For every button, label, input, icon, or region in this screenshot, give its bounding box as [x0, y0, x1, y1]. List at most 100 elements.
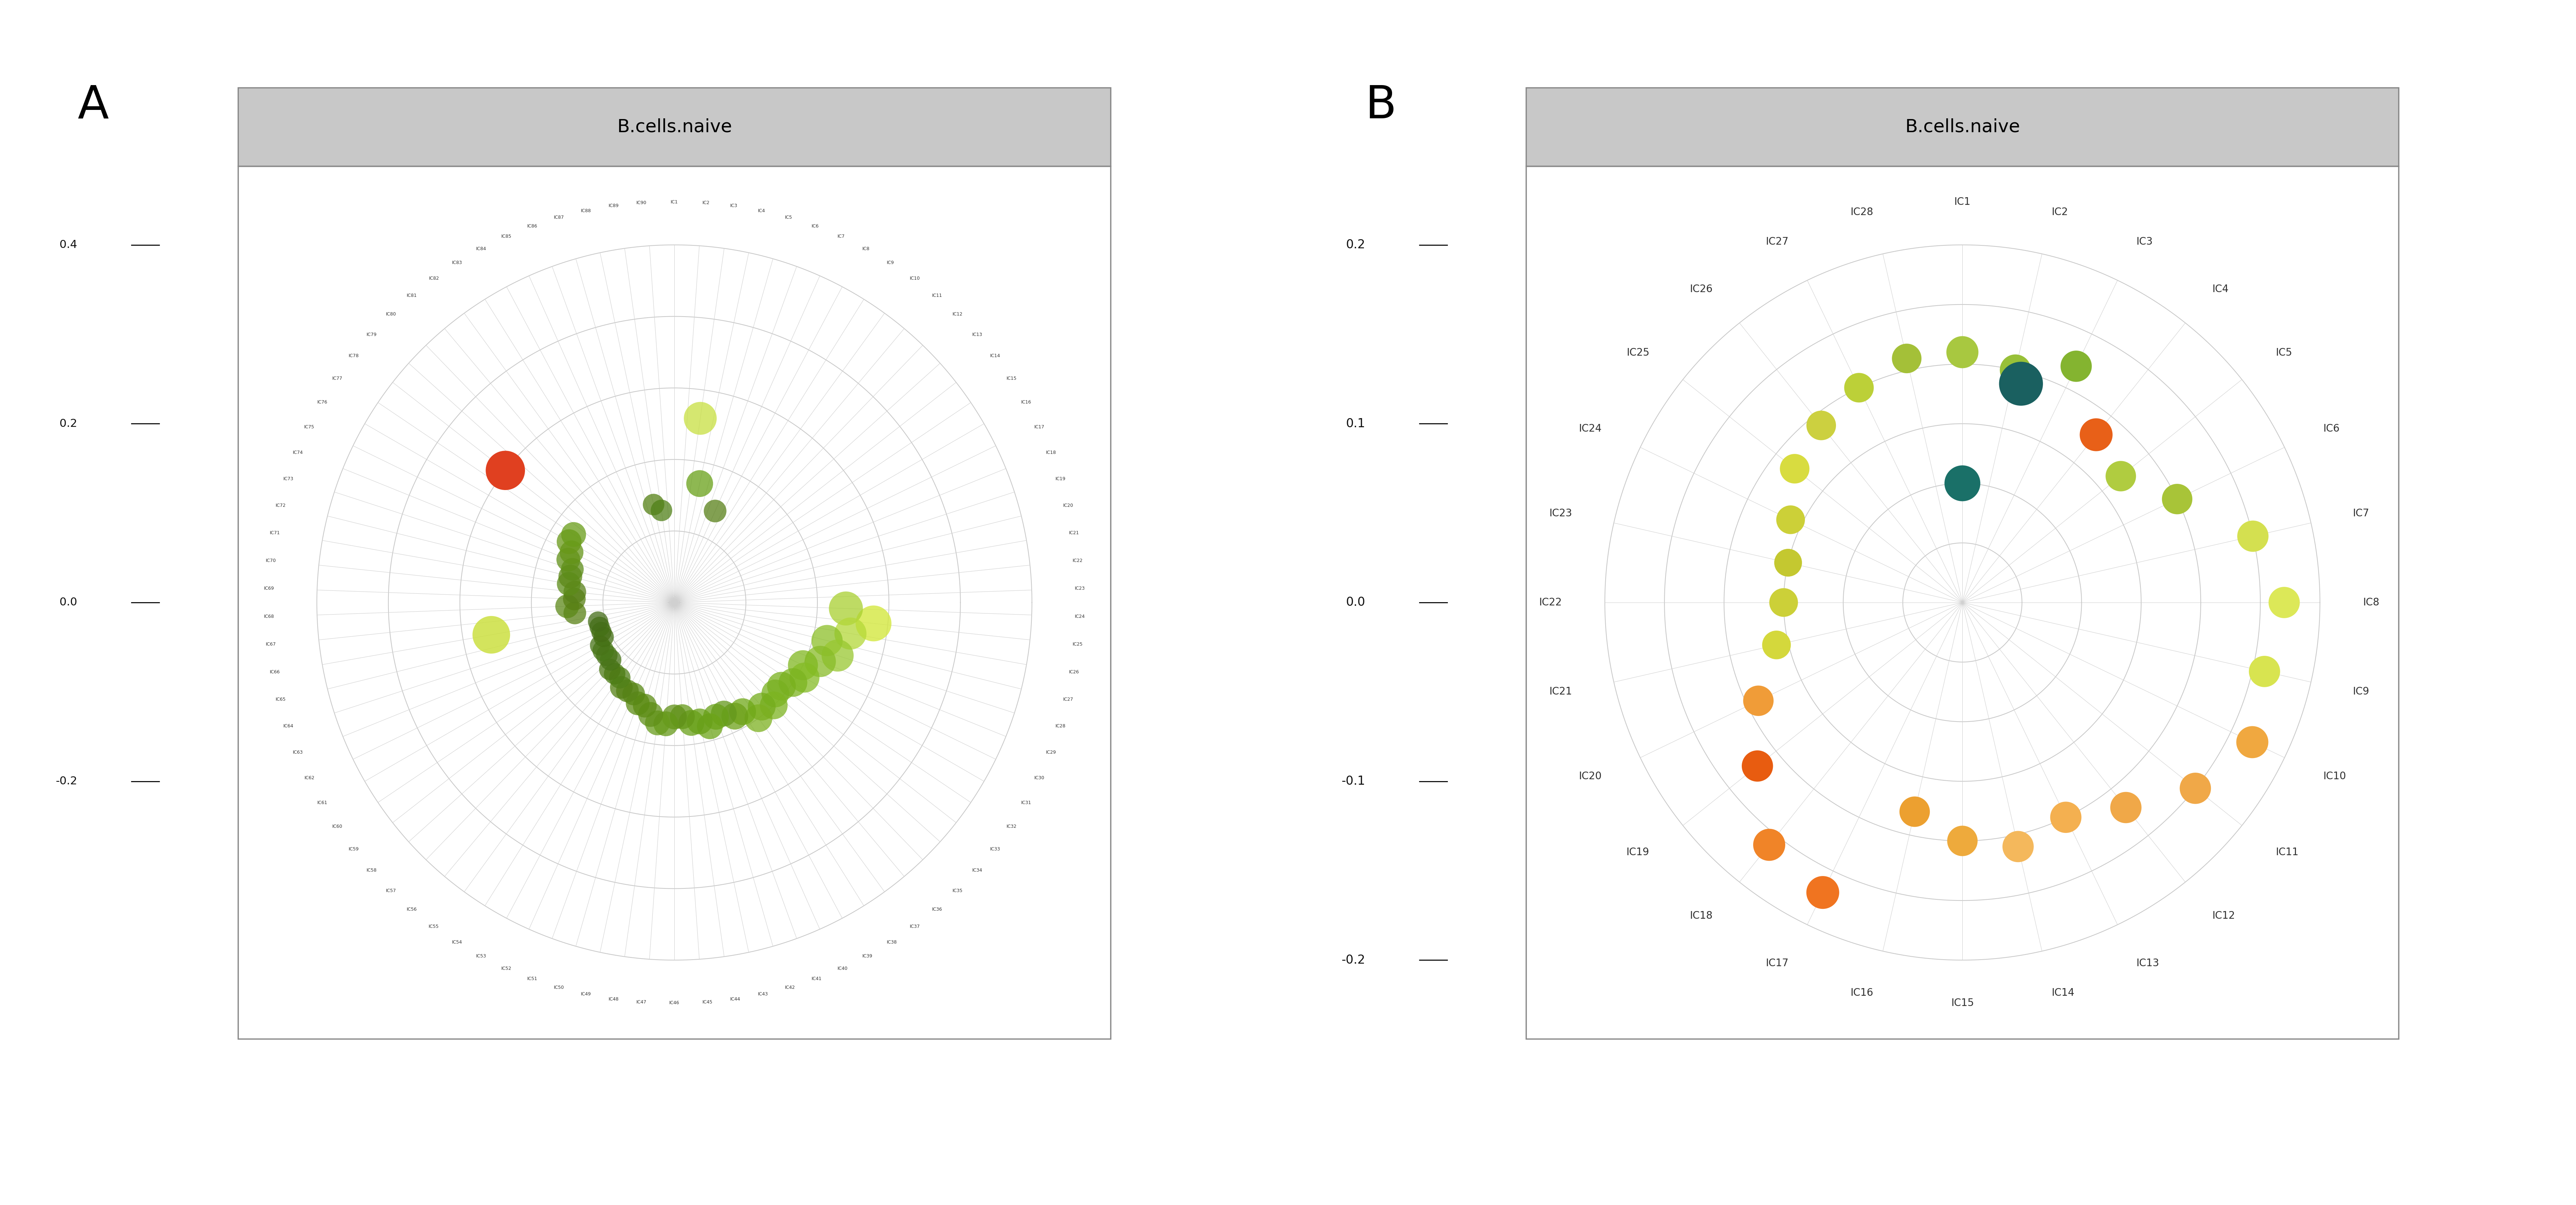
Point — [600, 668, 641, 687]
Text: IC26: IC26 — [1069, 670, 1079, 675]
Text: IC42: IC42 — [786, 986, 796, 989]
Text: IC6: IC6 — [811, 224, 819, 229]
Point — [2174, 778, 2215, 798]
Text: IC35: IC35 — [953, 888, 963, 893]
Text: IC22: IC22 — [1072, 558, 1082, 563]
Text: IC36: IC36 — [933, 907, 943, 912]
Point — [703, 704, 744, 723]
Text: IC25: IC25 — [1072, 642, 1082, 647]
Point — [1839, 378, 1880, 398]
Point — [2045, 807, 2087, 827]
Text: IC17: IC17 — [1765, 958, 1788, 969]
Point — [554, 582, 595, 601]
Text: IC12: IC12 — [953, 312, 963, 317]
Point — [551, 542, 592, 562]
Text: IC28: IC28 — [1850, 207, 1873, 217]
Text: IC10: IC10 — [909, 276, 920, 281]
Text: IC25: IC25 — [1625, 348, 1649, 358]
Text: IC63: IC63 — [294, 751, 304, 754]
Point — [1749, 835, 1790, 854]
Text: IC68: IC68 — [263, 615, 273, 619]
Point — [696, 501, 737, 521]
Text: IC89: IC89 — [608, 204, 618, 208]
Text: IC52: IC52 — [502, 966, 513, 971]
Point — [647, 715, 688, 734]
Point — [554, 525, 595, 545]
Point — [600, 677, 641, 696]
Point — [590, 660, 631, 680]
Point — [1767, 553, 1808, 572]
Point — [549, 575, 590, 594]
Text: IC78: IC78 — [348, 353, 358, 358]
Point — [829, 624, 871, 643]
Text: IC58: IC58 — [366, 868, 376, 872]
Text: B.cells.naive: B.cells.naive — [1904, 118, 2020, 136]
Text: IC64: IC64 — [283, 724, 294, 729]
Point — [1801, 416, 1842, 435]
Bar — [1525, 166, 2398, 1039]
Point — [742, 696, 783, 716]
Text: A: A — [77, 83, 108, 128]
Text: IC41: IC41 — [811, 976, 822, 981]
Bar — [1525, 88, 2398, 166]
Point — [1942, 474, 1984, 493]
Text: 0.0: 0.0 — [59, 598, 77, 607]
Point — [1996, 837, 2038, 857]
Point — [587, 646, 629, 665]
Point — [752, 695, 793, 715]
Text: 0.2: 0.2 — [59, 418, 77, 429]
Text: IC48: IC48 — [608, 997, 618, 1001]
Text: IC39: IC39 — [863, 954, 873, 958]
Point — [783, 656, 824, 675]
Point — [853, 613, 894, 633]
Bar — [237, 166, 1110, 1039]
Point — [2002, 374, 2043, 393]
Point — [1886, 348, 1927, 368]
Text: IC87: IC87 — [554, 216, 564, 219]
Text: IC38: IC38 — [886, 940, 896, 945]
Text: IC14: IC14 — [2050, 988, 2074, 998]
Text: IC90: IC90 — [636, 200, 647, 205]
Point — [484, 460, 526, 480]
Text: IC37: IC37 — [909, 924, 920, 929]
Text: IC61: IC61 — [317, 800, 327, 805]
Text: IC6: IC6 — [2324, 424, 2339, 434]
Text: IC32: IC32 — [1007, 824, 1018, 829]
Text: IC56: IC56 — [407, 907, 417, 912]
Text: IC55: IC55 — [428, 924, 438, 929]
Point — [471, 625, 513, 645]
Text: IC57: IC57 — [386, 888, 397, 893]
Text: IC3: IC3 — [2136, 236, 2154, 247]
Point — [670, 713, 711, 733]
Text: IC82: IC82 — [428, 276, 438, 281]
Text: IC19: IC19 — [1625, 847, 1649, 857]
Text: IC46: IC46 — [670, 1000, 680, 1005]
Text: IC19: IC19 — [1056, 476, 1066, 481]
Text: IC49: IC49 — [580, 992, 590, 997]
Text: IC3: IC3 — [729, 204, 737, 208]
Point — [546, 596, 587, 616]
Text: IC9: IC9 — [2352, 687, 2370, 696]
Text: IC72: IC72 — [276, 504, 286, 509]
Text: IC71: IC71 — [270, 530, 281, 535]
Point — [634, 495, 675, 515]
Point — [549, 533, 590, 552]
Point — [631, 705, 672, 724]
Text: 0.1: 0.1 — [1345, 418, 1365, 430]
Point — [2231, 733, 2272, 752]
Text: IC77: IC77 — [332, 376, 343, 381]
Text: IC51: IC51 — [528, 976, 538, 981]
Text: IC50: IC50 — [554, 986, 564, 989]
Point — [551, 559, 592, 578]
Point — [817, 646, 858, 665]
Point — [680, 408, 721, 428]
Point — [1762, 593, 1803, 612]
Text: IC26: IC26 — [1690, 284, 1713, 294]
Point — [799, 652, 840, 671]
Text: IC27: IC27 — [1064, 696, 1074, 701]
Point — [2264, 593, 2306, 612]
Text: IC2: IC2 — [2050, 207, 2069, 217]
Point — [618, 694, 659, 713]
Point — [714, 706, 755, 725]
Point — [1942, 342, 1984, 362]
